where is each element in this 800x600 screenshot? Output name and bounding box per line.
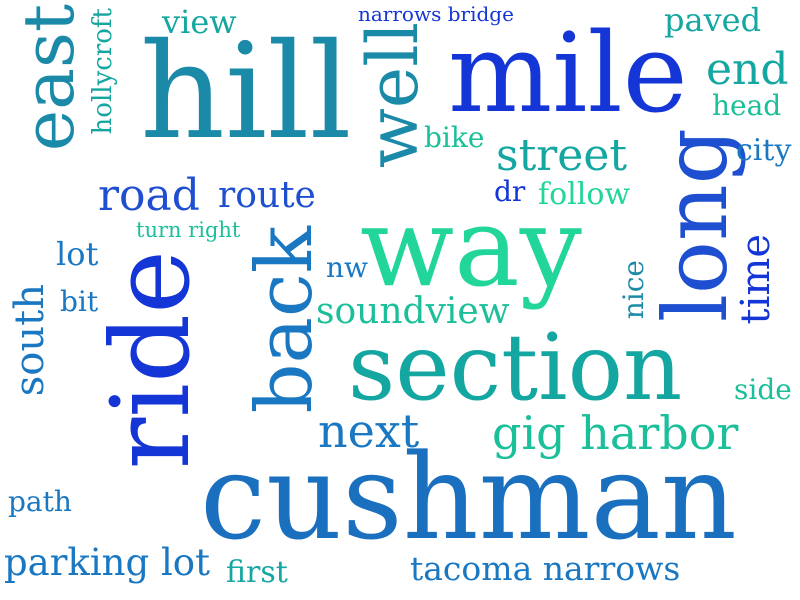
word-section: section (348, 314, 683, 421)
word-view: view (162, 3, 237, 41)
word-soundview: soundview (316, 291, 510, 332)
word-end: end (706, 44, 789, 95)
word-city: city (736, 133, 792, 168)
word-way: way (360, 183, 582, 311)
word-lot: lot (56, 235, 99, 273)
word-road: road (98, 170, 200, 221)
word-south: south (7, 284, 53, 397)
word-bike: bike (424, 121, 485, 154)
word-paved: paved (664, 1, 762, 39)
word-bit: bit (60, 285, 99, 318)
word-next: next (318, 404, 420, 458)
word-long: long (644, 128, 747, 323)
word-hill: hill (140, 15, 352, 169)
word-gig-harbor: gig harbor (492, 406, 739, 460)
word-ride: ride (89, 250, 214, 470)
word-well: well (352, 22, 434, 169)
word-path: path (8, 485, 72, 518)
word-nw: nw (326, 251, 368, 284)
word-mile: mile (448, 9, 688, 137)
word-tacoma-narrows: tacoma narrows (410, 549, 681, 588)
word-east: east (8, 4, 90, 152)
word-follow: follow (538, 177, 631, 212)
word-hollycroft: hollycroft (88, 8, 118, 135)
word-cushman: cushman (200, 428, 737, 566)
word-turn-right: turn right (136, 218, 241, 242)
word-street: street (496, 130, 628, 181)
word-dr: dr (494, 175, 526, 208)
word-time: time (733, 234, 779, 325)
word-head: head (712, 89, 782, 122)
word-narrows-bridge: narrows bridge (358, 2, 514, 26)
word-back: back (240, 226, 330, 414)
word-first: first (226, 555, 288, 590)
word-route: route (218, 175, 316, 216)
word-parking-lot: parking lot (4, 541, 210, 584)
word-nice: nice (617, 260, 650, 320)
word-side: side (734, 373, 792, 406)
